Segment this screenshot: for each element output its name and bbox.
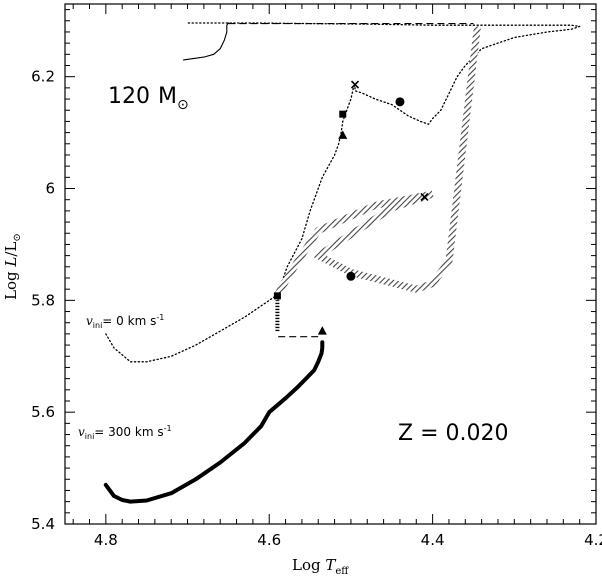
- track-hatched-band: [273, 25, 481, 301]
- x-axis-label: Log Teff: [292, 556, 349, 576]
- axis-ticks: 4.8 4.6 4.4 4.2 5.4 5.6 5.8 6 6.2: [31, 4, 602, 549]
- plot-frame: [64, 3, 597, 525]
- metallicity-annotation: Z = 0.020: [398, 421, 508, 446]
- square-marker: [273, 292, 281, 300]
- series-layer: [103, 22, 581, 504]
- y-axis-label: Log L/L⊙: [2, 233, 23, 300]
- x-tick-label: 4.8: [94, 531, 118, 549]
- track-vini-300-solid: [103, 340, 325, 504]
- y-tick-label: 5.6: [31, 403, 55, 421]
- circle-marker: [395, 97, 405, 107]
- mass-annotation: 120 M⊙: [108, 84, 189, 113]
- y-tick-label: 5.4: [31, 515, 55, 533]
- x-tick-label: 4.2: [584, 531, 602, 549]
- triangle-marker: [317, 326, 327, 335]
- vini-zero-annotation: vini= 0 km s-1: [86, 313, 164, 330]
- markers-layer: [273, 80, 429, 335]
- x-tick-label: 4.6: [257, 531, 281, 549]
- track-thin-solid: [182, 22, 229, 61]
- vini-300-annotation: vini= 300 km s-1: [78, 424, 172, 441]
- y-tick-label: 6: [45, 180, 55, 198]
- y-tick-label: 6.2: [31, 68, 55, 86]
- square-marker: [339, 110, 347, 118]
- cross-marker: [350, 80, 360, 89]
- track-vini-0-dotted: [105, 22, 581, 363]
- triangle-marker: [338, 130, 348, 139]
- x-tick-label: 4.4: [421, 531, 445, 549]
- y-tick-label: 5.8: [31, 291, 55, 309]
- cross-marker: [420, 192, 429, 201]
- circle-marker: [346, 271, 356, 281]
